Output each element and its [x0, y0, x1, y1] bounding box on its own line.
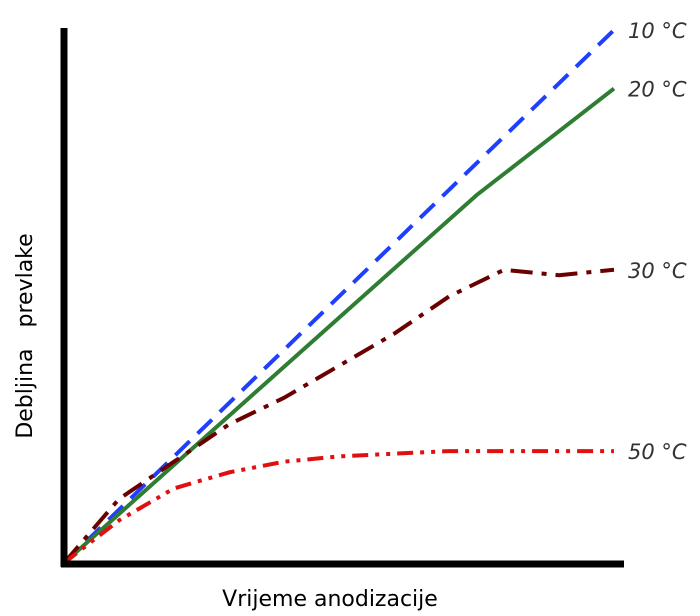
axes: [60, 28, 624, 568]
series-layer: [62, 28, 616, 565]
series-label-50-c: 50 °C: [628, 440, 687, 464]
series-label-20-c: 20 °C: [628, 78, 687, 102]
series-label-10-c: 10 °C: [628, 19, 687, 43]
series-label-30-c: 30 °C: [628, 259, 687, 283]
series-line-50-c: [62, 449, 614, 565]
x-axis-label: Vrijeme anodizacije: [222, 587, 438, 612]
series-line-30-c: [62, 267, 615, 565]
y-axis-label: Debljina prevlake: [13, 233, 38, 438]
series-labels: 10 °C 20 °C 30 °C 50 °C: [628, 19, 687, 464]
series-line-20-c: [62, 87, 616, 565]
series-line-10-c: [62, 28, 616, 565]
